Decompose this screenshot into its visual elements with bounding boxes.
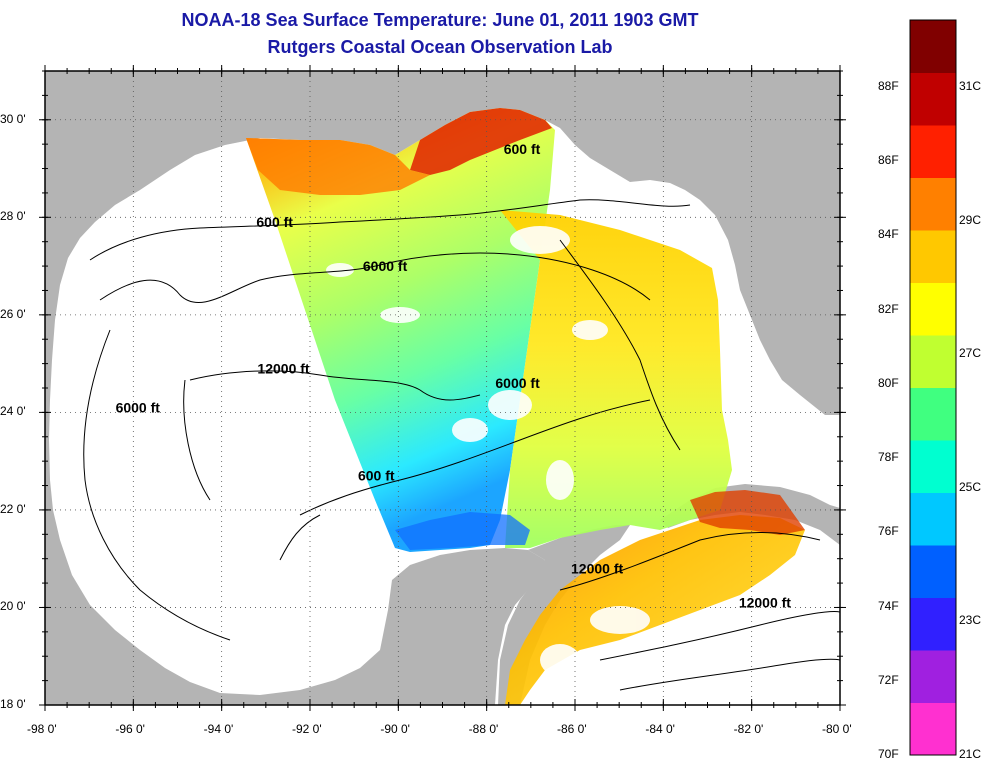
colorbar-segment bbox=[910, 702, 956, 756]
colorbar-segment bbox=[910, 72, 956, 126]
contour-label: 12000 ft bbox=[739, 594, 791, 610]
colorbar-c-label: 21C bbox=[959, 747, 982, 761]
colorbar-c-label: 29C bbox=[959, 212, 982, 227]
colorbar-f-label: 78F bbox=[878, 450, 899, 465]
lon-tick-label: -98 0' bbox=[27, 722, 57, 736]
colorbar-f-label: 72F bbox=[878, 672, 899, 687]
colorbar-f-label: 80F bbox=[878, 375, 899, 390]
colorbar-segment bbox=[910, 125, 956, 178]
axis-ticks bbox=[39, 65, 846, 711]
contour-label: 600 ft bbox=[504, 141, 541, 157]
lon-tick-label: -86 0' bbox=[557, 722, 587, 736]
colorbar-segment bbox=[910, 335, 956, 388]
colorbar-segment bbox=[910, 20, 956, 73]
colorbar-segment bbox=[910, 282, 956, 336]
colorbar-segment bbox=[910, 492, 956, 546]
lat-tick-label: 24 0' bbox=[0, 404, 26, 419]
colorbar-segment bbox=[910, 545, 956, 598]
colorbar-f-label: 74F bbox=[878, 598, 899, 613]
lat-lon-grid bbox=[45, 71, 840, 705]
lat-tick-label: 18 0' bbox=[0, 697, 26, 711]
lon-tick-label: -88 0' bbox=[468, 722, 499, 736]
lon-tick-label: -90 0' bbox=[380, 722, 410, 736]
colorbar-f-label: 76F bbox=[878, 524, 899, 539]
contour-label: 6000 ft bbox=[363, 258, 408, 274]
colorbar-f-label: 88F bbox=[878, 79, 899, 93]
lon-tick-label: -96 0' bbox=[115, 722, 145, 736]
contour-labels: 600 ft 600 ft 6000 ft 6000 ft 6000 ft 12000 f… bbox=[116, 141, 792, 611]
map-title: NOAA-18 Sea Surface Temperature: June 01… bbox=[181, 10, 699, 30]
map-subtitle: Rutgers Coastal Ocean Observation Lab bbox=[267, 37, 613, 57]
lon-tick-label: -94 0' bbox=[203, 722, 234, 736]
colorbar-segment bbox=[910, 597, 956, 651]
colorbar-segment bbox=[910, 230, 956, 283]
colorbar-f-label: 86F bbox=[878, 153, 899, 168]
contour-label: 6000 ft bbox=[495, 375, 540, 391]
colorbar bbox=[909, 19, 957, 756]
contour-label: 6000 ft bbox=[116, 399, 161, 415]
sst-hot-coast bbox=[410, 108, 552, 175]
colorbar-f-label: 84F bbox=[878, 227, 899, 242]
lon-tick-label: -84 0' bbox=[645, 722, 675, 736]
colorbar-segment bbox=[910, 387, 956, 441]
lon-tick-label: -80 0' bbox=[822, 722, 852, 736]
sst-caribbean bbox=[505, 515, 805, 705]
sst-swath-west bbox=[246, 108, 555, 552]
lat-tick-label: 22 0' bbox=[0, 501, 26, 516]
lon-tick-label: -92 0' bbox=[292, 722, 322, 736]
colorbar-segment bbox=[910, 650, 956, 703]
lon-tick-label: -82 0' bbox=[733, 722, 764, 736]
bathymetry-contours bbox=[83, 199, 840, 691]
sst-cool-patch bbox=[395, 512, 530, 550]
lat-tick-label: 26 0' bbox=[0, 306, 26, 321]
colorbar-segment bbox=[910, 440, 956, 493]
colorbar-c-label: 31C bbox=[959, 79, 982, 93]
sst-cuba-warm bbox=[690, 490, 805, 535]
land-north-america bbox=[45, 71, 840, 705]
lat-tick-label: 20 0' bbox=[0, 599, 26, 614]
sst-warm-north bbox=[246, 138, 430, 195]
lat-tick-label: 30 0' bbox=[0, 111, 26, 126]
lat-tick-label: 28 0' bbox=[0, 209, 26, 224]
contour-label: 12000 ft bbox=[571, 560, 623, 576]
colorbar-c-label: 23C bbox=[959, 613, 982, 628]
contour-label: 600 ft bbox=[256, 214, 293, 230]
contour-label: 12000 ft bbox=[257, 360, 309, 376]
colorbar-f-label: 82F bbox=[878, 301, 899, 316]
colorbar-c-label: 25C bbox=[959, 479, 982, 494]
colorbar-c-label: 27C bbox=[959, 346, 982, 361]
colorbar-segment bbox=[910, 177, 956, 231]
cloud-gaps bbox=[326, 226, 740, 676]
contour-label: 600 ft bbox=[358, 468, 395, 484]
colorbar-f-label: 70F bbox=[878, 747, 899, 761]
